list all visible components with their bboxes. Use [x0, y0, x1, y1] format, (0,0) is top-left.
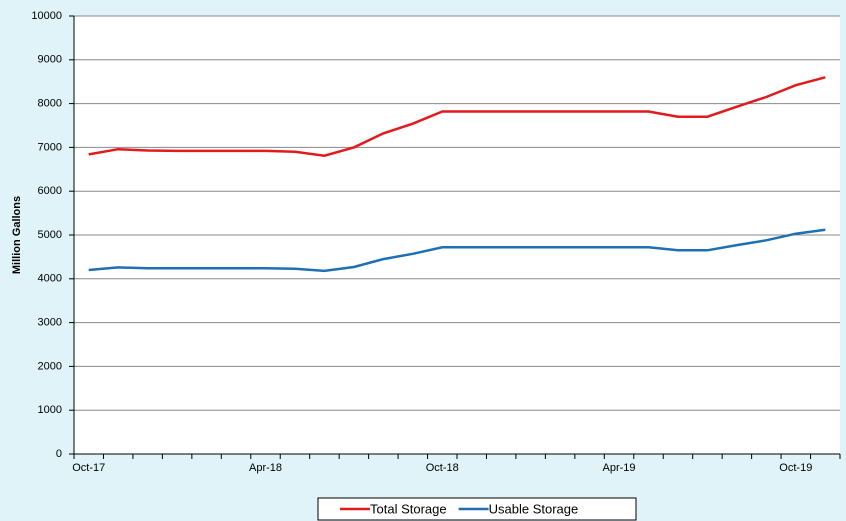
legend-label: Usable Storage — [489, 501, 579, 516]
y-tick-label: 4000 — [38, 273, 62, 285]
y-tick-label: 5000 — [38, 229, 62, 241]
y-tick-label: 2000 — [38, 360, 62, 372]
legend: Total Storage Usable Storage — [317, 497, 637, 521]
x-tick-label: Oct-18 — [426, 462, 459, 474]
y-tick-label: 10000 — [31, 10, 62, 22]
y-axis-label: Million Gallons — [11, 196, 23, 274]
x-tick-label: Oct-19 — [779, 462, 812, 474]
x-tick-label: Apr-19 — [603, 462, 636, 474]
x-tick-label: Oct-17 — [72, 462, 105, 474]
y-tick-label: 7000 — [38, 141, 62, 153]
x-tick-label: Apr-18 — [249, 462, 282, 474]
legend-label: Total Storage — [370, 501, 447, 516]
line-series — [88, 228, 826, 273]
y-tick-label: 3000 — [38, 317, 62, 329]
y-tick-label: 6000 — [38, 185, 62, 197]
y-tick-label: 9000 — [38, 54, 62, 66]
y-tick-label: 0 — [56, 448, 62, 460]
line-series — [88, 76, 826, 157]
y-tick-label: 1000 — [38, 404, 62, 416]
y-tick-label: 8000 — [38, 98, 62, 110]
